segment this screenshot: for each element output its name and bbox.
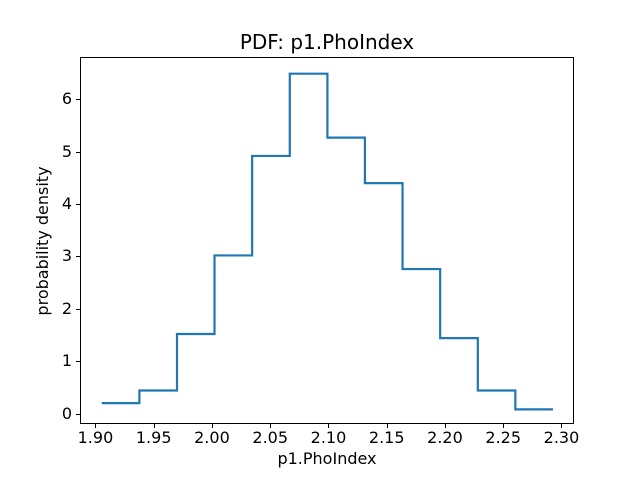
x-tick-mark (95, 424, 97, 428)
x-tick-label: 2.00 (194, 428, 230, 447)
x-tick-mark (153, 424, 155, 428)
x-axis-label: p1.PhoIndex (277, 449, 377, 468)
x-tick-mark (503, 424, 505, 428)
y-tick-mark (76, 308, 80, 310)
histogram-step-line-canvas (101, 72, 553, 411)
x-tick-mark (211, 424, 213, 428)
y-axis-label: probability density (33, 166, 52, 316)
y-tick-label: 6 (61, 89, 72, 109)
y-tick-mark (76, 256, 80, 258)
x-tick-label: 2.20 (427, 428, 463, 447)
histogram-step-line (101, 72, 553, 411)
x-tick-label: 2.05 (252, 428, 289, 447)
x-tick-mark (561, 424, 563, 428)
x-tick-label: 2.30 (543, 428, 580, 447)
x-tick-mark (328, 424, 330, 428)
y-tick-label: 1 (61, 351, 72, 371)
y-tick-mark (76, 99, 80, 101)
y-tick-label: 3 (61, 246, 72, 266)
y-tick-mark (76, 361, 80, 363)
plot-area (80, 57, 574, 424)
y-tick-label: 2 (61, 298, 72, 318)
x-tick-label: 2.10 (310, 428, 347, 447)
x-tick-label: 2.25 (485, 428, 522, 447)
y-tick-mark (76, 413, 80, 415)
y-tick-label: 4 (61, 194, 72, 214)
x-tick-label: 2.15 (368, 428, 405, 447)
chart-title: PDF: p1.PhoIndex (239, 30, 415, 54)
y-tick-label: 0 (61, 403, 72, 423)
y-tick-mark (76, 204, 80, 206)
x-tick-label: 1.90 (77, 428, 114, 447)
x-tick-mark (270, 424, 272, 428)
y-tick-label: 5 (61, 141, 72, 161)
x-tick-mark (444, 424, 446, 428)
y-tick-mark (76, 151, 80, 153)
x-tick-label: 1.95 (135, 428, 172, 447)
x-tick-mark (386, 424, 388, 428)
